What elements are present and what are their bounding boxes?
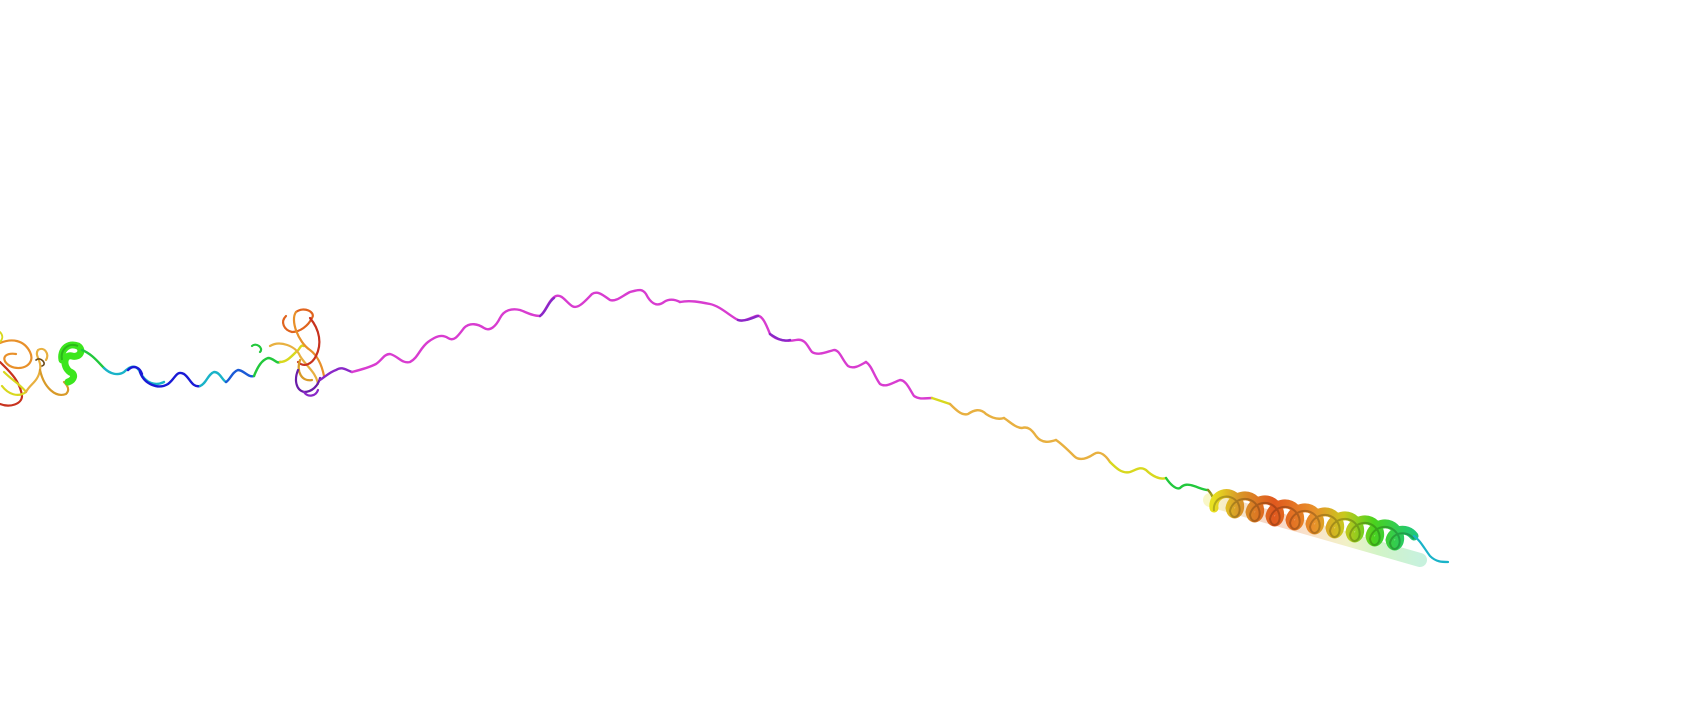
long-coil-arch (320, 290, 1216, 506)
left-short-helix (62, 345, 81, 382)
left-domain-loops (0, 332, 68, 406)
middle-domain-loops (252, 310, 324, 396)
right-long-helix (1210, 494, 1420, 560)
coil-blue-cyan (82, 346, 304, 387)
